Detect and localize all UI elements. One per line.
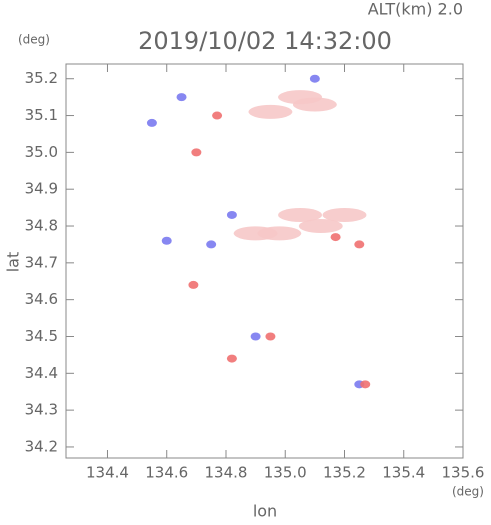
echo — [212, 111, 223, 120]
x-tick-label: 134.4 — [86, 464, 129, 482]
x-unit: (deg) — [452, 485, 484, 499]
echo — [298, 219, 343, 234]
chart-title: 2019/10/02 14:32:00 — [138, 27, 392, 55]
echo — [233, 226, 278, 241]
echo — [226, 210, 237, 219]
echo — [278, 207, 323, 222]
y-tick-label: 34.2 — [25, 437, 58, 455]
plot-frame — [65, 63, 464, 459]
y-tick-label: 34.6 — [25, 290, 58, 308]
y-axis-label: lat — [4, 252, 23, 273]
echo — [176, 93, 187, 102]
echo — [188, 280, 199, 289]
echo — [278, 90, 323, 105]
x-tick-label: 135.2 — [323, 464, 366, 482]
echo — [265, 332, 276, 341]
y-tick-label: 34.9 — [25, 180, 58, 198]
echo — [206, 240, 217, 249]
y-tick-label: 35.0 — [25, 143, 58, 161]
echo — [161, 236, 172, 245]
y-tick-label: 35.1 — [25, 106, 58, 124]
echo — [309, 74, 320, 83]
echo — [322, 207, 367, 222]
echo — [330, 233, 341, 242]
x-tick-label: 134.6 — [145, 464, 188, 482]
x-axis-label: lon — [253, 502, 277, 521]
echo — [360, 380, 371, 389]
echo — [226, 354, 237, 363]
echo — [146, 118, 157, 127]
echo — [248, 104, 293, 119]
y-tick-label: 34.3 — [25, 401, 58, 419]
echo — [250, 332, 261, 341]
echo — [191, 148, 202, 157]
echo — [354, 240, 365, 249]
x-tick-label: 134.8 — [205, 464, 248, 482]
y-tick-label: 34.8 — [25, 217, 58, 235]
y-tick-label: 34.4 — [25, 364, 58, 382]
x-tick-label: 135.6 — [442, 464, 485, 482]
y-unit: (deg) — [18, 33, 50, 47]
altitude: ALT(km) 2.0 — [368, 0, 463, 19]
y-tick-label: 35.2 — [25, 69, 58, 87]
x-tick-label: 135.0 — [264, 464, 307, 482]
y-tick-label: 34.5 — [25, 327, 58, 345]
y-tick-label: 34.7 — [25, 253, 58, 271]
x-tick-label: 135.4 — [382, 464, 425, 482]
